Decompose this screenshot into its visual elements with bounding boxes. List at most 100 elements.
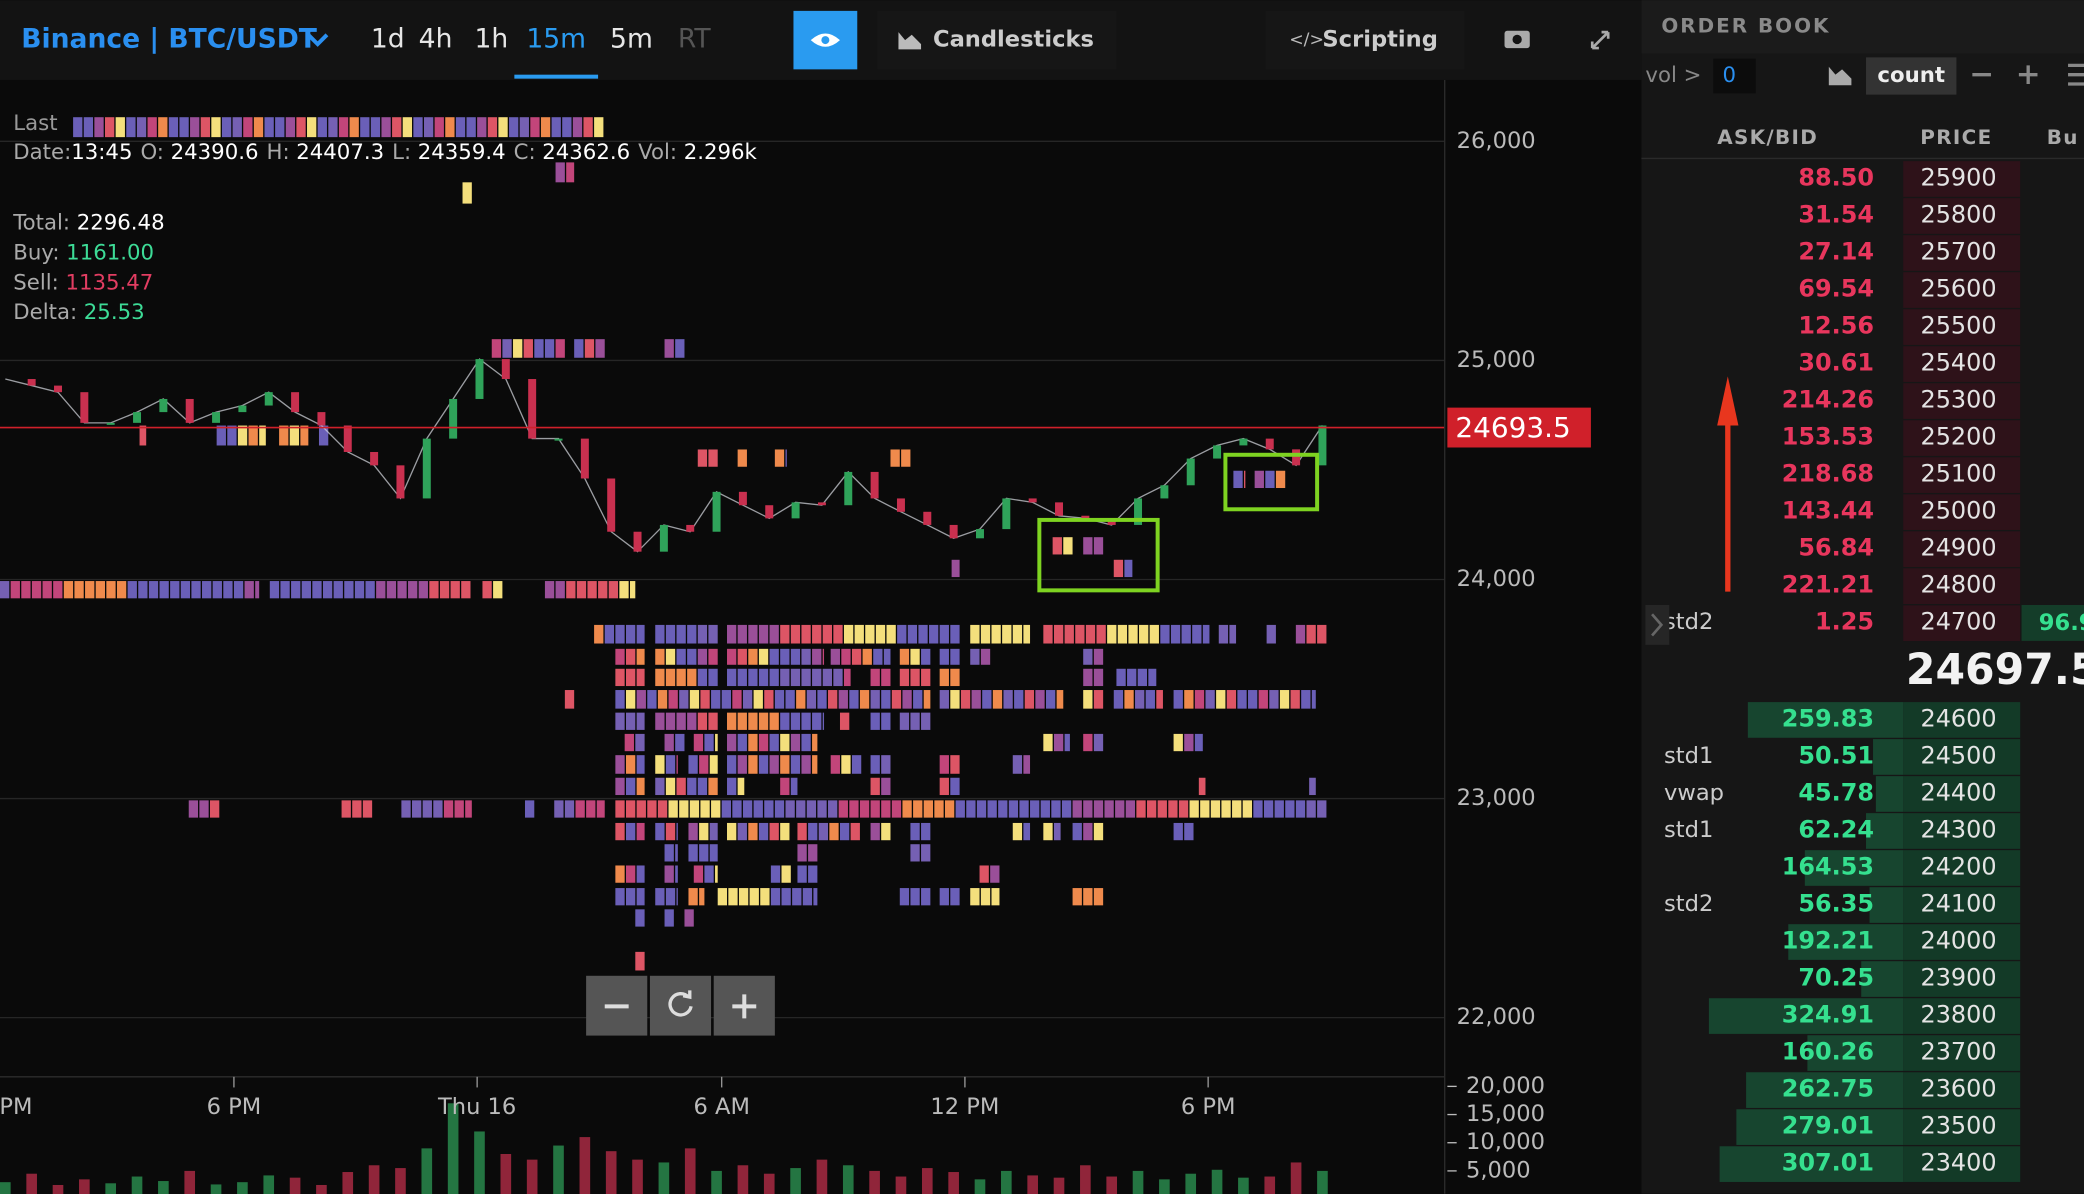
heat-cell	[237, 425, 248, 446]
heat-cell	[910, 844, 920, 862]
heat-cell	[829, 822, 839, 841]
heat-cell	[1301, 690, 1311, 709]
heat-cell	[1146, 800, 1157, 818]
heat-cell	[615, 777, 625, 796]
candle-body	[185, 398, 194, 423]
heat-cell	[854, 624, 864, 644]
heat-cell	[987, 800, 997, 818]
heat-cell	[534, 339, 544, 358]
heat-cell	[524, 800, 535, 818]
heat-cell	[708, 777, 718, 796]
volume-bar	[395, 1168, 406, 1194]
total-line: Sell: 1135.47	[13, 270, 153, 295]
volume-bar	[658, 1162, 670, 1194]
heat-cell	[264, 117, 274, 138]
amount: 12.56	[1798, 311, 1874, 339]
heat-cell	[333, 581, 343, 599]
reset-button[interactable]	[649, 975, 712, 1036]
timeframe[interactable]: 4h	[419, 24, 453, 55]
heat-cell	[647, 800, 657, 818]
timeframe[interactable]: 15m	[526, 24, 586, 55]
heat-cell	[737, 449, 747, 467]
heat-cell	[780, 648, 790, 665]
scripting-button[interactable]: Scripting	[1322, 27, 1437, 53]
depth-icon[interactable]	[1828, 66, 1852, 86]
candle-body	[844, 471, 853, 506]
price-cell-bg	[1903, 235, 2021, 271]
heat-cell	[455, 117, 466, 138]
candle-body	[238, 405, 247, 413]
vol-input-box[interactable]	[1713, 58, 1756, 94]
timeframe[interactable]: 1h	[474, 24, 508, 55]
heat-cell	[200, 117, 210, 138]
menu-button[interactable]	[2068, 63, 2084, 86]
heat-cell	[1043, 624, 1053, 644]
vol-input[interactable]: 0	[1722, 63, 1736, 88]
chart-style[interactable]: Candlesticks	[933, 27, 1094, 53]
heat-cell	[833, 624, 843, 644]
timeframe[interactable]: 1d	[371, 24, 405, 55]
heat-cell	[753, 800, 763, 818]
heat-cell	[687, 668, 697, 687]
price: 24800	[1921, 571, 1997, 599]
heat-cell	[873, 648, 883, 665]
heat-cell	[970, 624, 980, 644]
heat-cell	[801, 648, 811, 665]
heat-cell	[635, 733, 645, 752]
heat-cell	[1053, 624, 1064, 644]
heat-cell	[1173, 690, 1183, 709]
heat-cell	[636, 668, 645, 687]
price-cell-bg	[1903, 998, 2021, 1034]
symbol-chevron[interactable]	[306, 33, 329, 47]
heat-cell	[760, 888, 770, 906]
depth-bar	[1747, 702, 1904, 738]
heat-cell	[1116, 668, 1126, 687]
candle-body	[554, 438, 563, 441]
heat-cell	[902, 690, 912, 709]
price-cell-bg	[1903, 494, 2021, 530]
timeframe[interactable]: 5m	[610, 24, 653, 55]
heat-cell	[1242, 800, 1252, 818]
expand-tab[interactable]	[1645, 604, 1670, 645]
heat-cell	[950, 888, 960, 906]
heat-cell	[657, 690, 668, 709]
heat-cell	[708, 648, 718, 665]
ohlc-label: Vol:	[638, 140, 677, 165]
heat-cell	[711, 800, 721, 818]
heat-cell	[1061, 800, 1072, 818]
heat-cell	[1008, 800, 1019, 818]
column-header: ASK/BID	[1717, 126, 1818, 149]
total-value: 25.53	[84, 300, 145, 325]
heat-cell	[841, 648, 851, 665]
heat-cell	[687, 648, 697, 665]
heat-cell	[780, 624, 790, 644]
timeframe[interactable]: RT	[678, 24, 712, 55]
heat-cell	[708, 668, 718, 687]
heat-cell	[1218, 624, 1229, 644]
heat-cell	[1148, 668, 1157, 687]
heat-cell	[781, 888, 791, 906]
heat-cell	[769, 733, 779, 752]
info-panel: Last Date:13:45 O: 24390.6 H: 24407.3 L: 24359.…	[12, 111, 757, 325]
heat-cell	[296, 117, 306, 138]
heat-cell	[465, 800, 472, 818]
heat-cell	[687, 624, 697, 644]
heat-cell	[1184, 822, 1194, 841]
volume-bar	[1001, 1170, 1012, 1194]
depth-bar	[1746, 1072, 1904, 1108]
count-button[interactable]: count	[1877, 63, 1945, 88]
expand-icon[interactable]	[1590, 30, 1610, 50]
heat-cell	[551, 117, 561, 138]
heat-cell	[664, 909, 674, 927]
volume-bar	[26, 1173, 37, 1194]
amount: 218.68	[1782, 459, 1874, 487]
heat-cell	[1093, 537, 1104, 555]
heat-cell	[790, 668, 801, 687]
plus-button[interactable]	[2018, 65, 2038, 84]
heat-cell	[450, 581, 460, 599]
heat-cell	[939, 755, 949, 774]
symbol[interactable]: Binance | BTC/USDT	[21, 24, 317, 55]
heat-cell	[679, 690, 689, 709]
axes: 26,000 25,000 24,000 23,000 22,000 20,00015,0…	[0, 128, 1591, 1183]
price: 24500	[1921, 741, 1997, 769]
